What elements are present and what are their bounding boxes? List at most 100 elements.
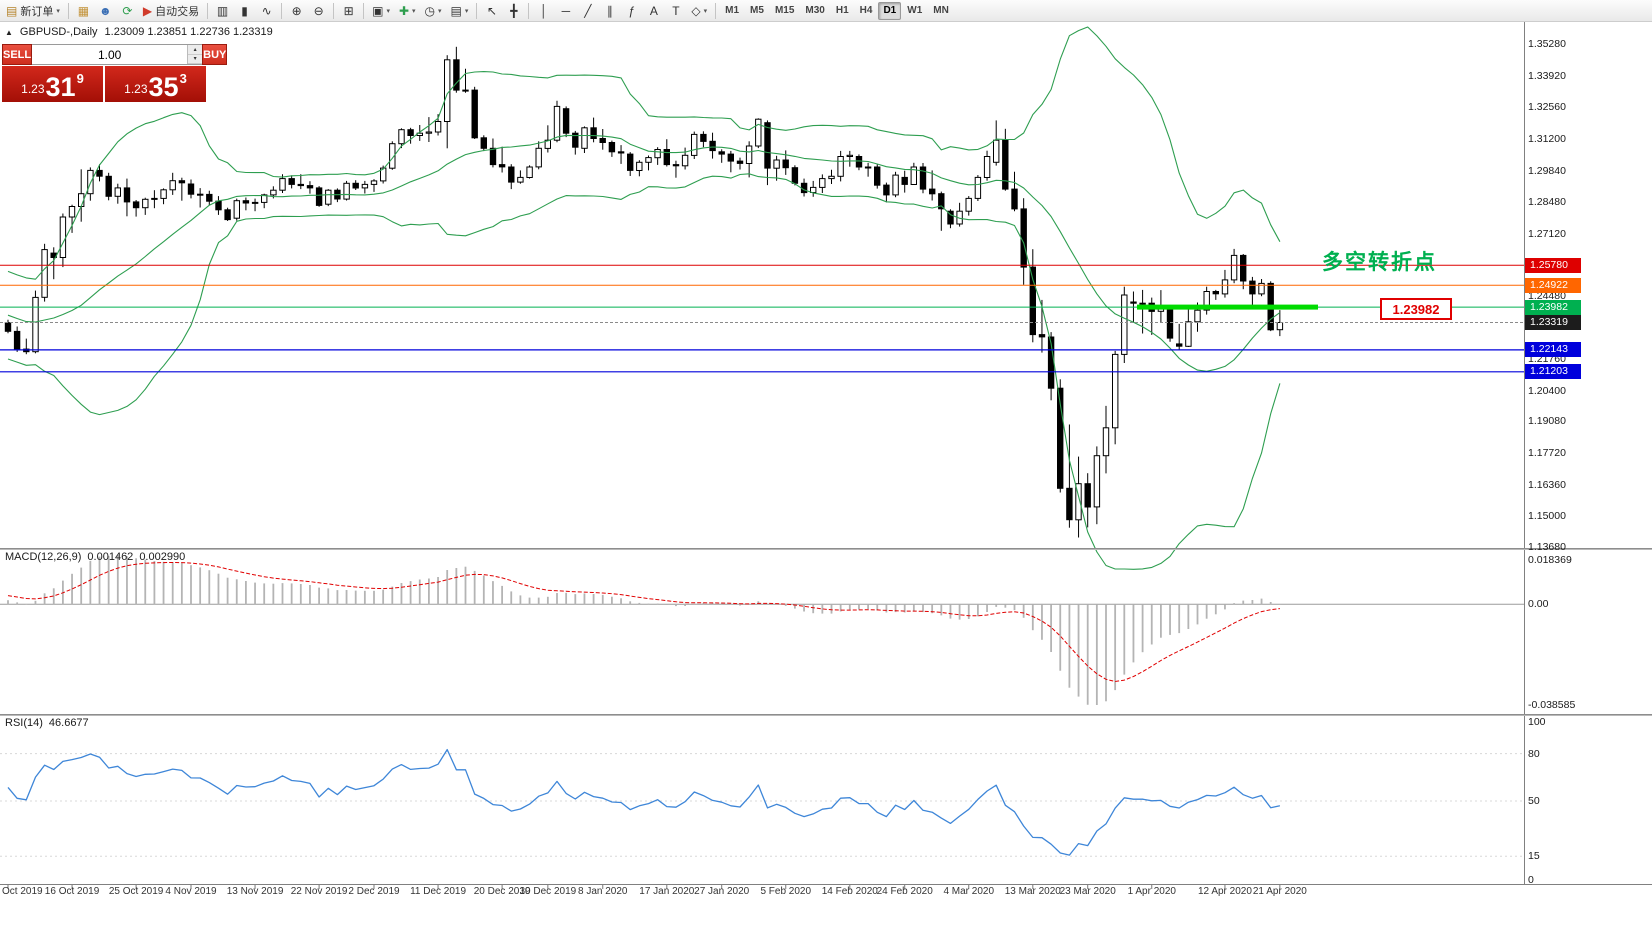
new-order-button[interactable]: ▤ 新订单 ▾ <box>2 1 64 20</box>
price-level-tag[interactable]: 1.23982 <box>1380 298 1452 320</box>
price-axis-label: 1.24480 <box>1528 290 1566 302</box>
candle <box>370 180 378 185</box>
toolbar-separator <box>67 2 69 19</box>
candle <box>828 175 835 180</box>
candle <box>1020 208 1027 268</box>
candle <box>261 194 268 203</box>
channel-button[interactable]: ∥ <box>599 1 620 20</box>
candle <box>993 139 1000 163</box>
indicator-axis-label: 100 <box>1528 716 1546 728</box>
ask-quote-button[interactable]: 1.23 35 3 <box>105 66 206 102</box>
candlestick-chart-icon: ▮ <box>241 3 248 18</box>
sell-button[interactable]: SELL <box>2 44 33 65</box>
fibonacci-button[interactable]: ƒ <box>621 1 642 20</box>
indicator-axis-label: 50 <box>1528 795 1540 807</box>
candle <box>1121 294 1128 355</box>
tile-windows-button[interactable]: ⊞ <box>338 1 359 20</box>
timeframe-m5[interactable]: M5 <box>745 2 769 20</box>
dropdown-caret-icon: ▾ <box>703 7 708 15</box>
dropdown-caret-icon: ▾ <box>386 7 390 15</box>
candle <box>773 159 780 169</box>
time-axis-label: 21 Apr 2020 <box>1252 886 1307 897</box>
rsi-panel-separator[interactable] <box>0 714 1652 716</box>
candle <box>4 322 12 332</box>
candle <box>627 153 634 171</box>
candle <box>306 185 314 189</box>
zoom-out-button[interactable]: ⊖ <box>308 1 329 20</box>
templates-icon: ▤ <box>450 3 462 18</box>
price-chart-canvas[interactable] <box>0 22 1524 902</box>
channel-icon: ∥ <box>606 3 613 18</box>
candles-layer <box>4 46 1284 538</box>
new-chart-button[interactable]: ▣ ▾ <box>368 1 394 20</box>
timeframe-d1[interactable]: D1 <box>878 1 902 20</box>
arrows-button[interactable]: ◇ ▾ <box>687 1 711 20</box>
candle <box>1139 302 1146 305</box>
candle <box>498 164 506 168</box>
timeframe-m15[interactable]: M15 <box>770 2 799 20</box>
charts-window-icon: ▦ <box>77 3 90 18</box>
timeframe-m30[interactable]: M30 <box>800 2 829 20</box>
text-button[interactable]: A <box>643 1 664 20</box>
candle <box>855 156 863 168</box>
text-label-button[interactable]: T <box>665 1 686 20</box>
timeframe-h4[interactable]: H4 <box>855 2 878 20</box>
indicator-axis-label: -0.038585 <box>1528 699 1576 711</box>
line-chart-button[interactable]: ∿ <box>256 1 277 20</box>
timeframe-w1[interactable]: W1 <box>902 2 927 20</box>
candle <box>636 161 643 172</box>
price-axis-label: 1.28480 <box>1528 196 1566 208</box>
zoom-in-button[interactable]: ⊕ <box>286 1 307 20</box>
candle <box>535 147 542 168</box>
buy-button[interactable]: BUY <box>202 44 228 65</box>
candle <box>846 154 853 158</box>
profiles-button[interactable]: ☻ <box>95 1 116 20</box>
candlestick-chart-button[interactable]: ▮ <box>234 1 255 20</box>
timeframe-h1[interactable]: H1 <box>831 2 854 20</box>
rsi-indicator-title: RSI(14) 46.6677 <box>5 717 89 729</box>
volume-increase-icon[interactable]: ▴ <box>188 45 203 55</box>
crosshair-button[interactable]: ╋ <box>503 1 524 20</box>
profiles-icon: ☻ <box>99 3 112 18</box>
turning-point-annotation[interactable]: 多空转折点 <box>1322 251 1437 274</box>
vertical-line-button[interactable]: │ <box>533 1 554 20</box>
price-axis-tag: 1.25780 <box>1525 258 1581 273</box>
price-axis[interactable]: 1.35280 1.33920 1.32560 1.31200 1.29840 1.284… <box>1525 22 1652 906</box>
candle <box>700 133 707 142</box>
templates-button[interactable]: ▤ ▾ <box>447 1 473 20</box>
chart-window[interactable]: ▲ GBPUSD-,Daily 1.23009 1.23851 1.22736 … <box>0 22 1652 947</box>
candle <box>727 153 734 162</box>
crosshair-icon: ╋ <box>510 3 518 18</box>
bar-chart-button[interactable]: ▥ <box>212 1 233 20</box>
bid-quote-button[interactable]: 1.23 31 9 <box>2 66 103 102</box>
horizontal-line-button[interactable]: ─ <box>555 1 576 20</box>
price-axis-label: 1.19080 <box>1528 415 1566 427</box>
charts-window-button[interactable]: ▦ <box>73 1 94 20</box>
candle <box>169 180 176 191</box>
macd-panel-separator[interactable] <box>0 548 1652 550</box>
candle <box>343 182 350 200</box>
candle <box>645 157 652 163</box>
candle <box>718 151 725 155</box>
ohlc-values-label: 1.23009 1.23851 1.22736 1.23319 <box>104 26 273 38</box>
candle <box>782 159 789 169</box>
timeframe-mn[interactable]: MN <box>928 2 954 20</box>
periods-button[interactable]: ◷ ▾ <box>421 1 446 20</box>
volume-input[interactable] <box>32 45 188 64</box>
trendline-button[interactable]: ╱ <box>577 1 598 20</box>
refresh-button[interactable]: ⟳ <box>117 1 138 20</box>
macd-main-value: 0.001462 <box>87 551 134 563</box>
cursor-button[interactable]: ↖ <box>481 1 502 20</box>
price-axis-tag: 1.21203 <box>1525 364 1581 379</box>
vertical-line-icon: │ <box>540 3 548 18</box>
candle <box>837 156 844 177</box>
volume-decrease-icon[interactable]: ▾ <box>188 54 203 64</box>
indicator-axis-label: 0.018369 <box>1528 554 1572 566</box>
volume-stepper: ▴ ▾ <box>187 45 203 64</box>
indicators-button[interactable]: ✚ ▾ <box>395 1 420 20</box>
candle <box>489 147 497 166</box>
collapse-trade-panel-icon[interactable]: ▲ <box>5 27 13 37</box>
autotrading-button[interactable]: ▶ 自动交易 <box>139 1 203 20</box>
candle <box>398 129 405 145</box>
timeframe-m1[interactable]: M1 <box>720 2 744 20</box>
